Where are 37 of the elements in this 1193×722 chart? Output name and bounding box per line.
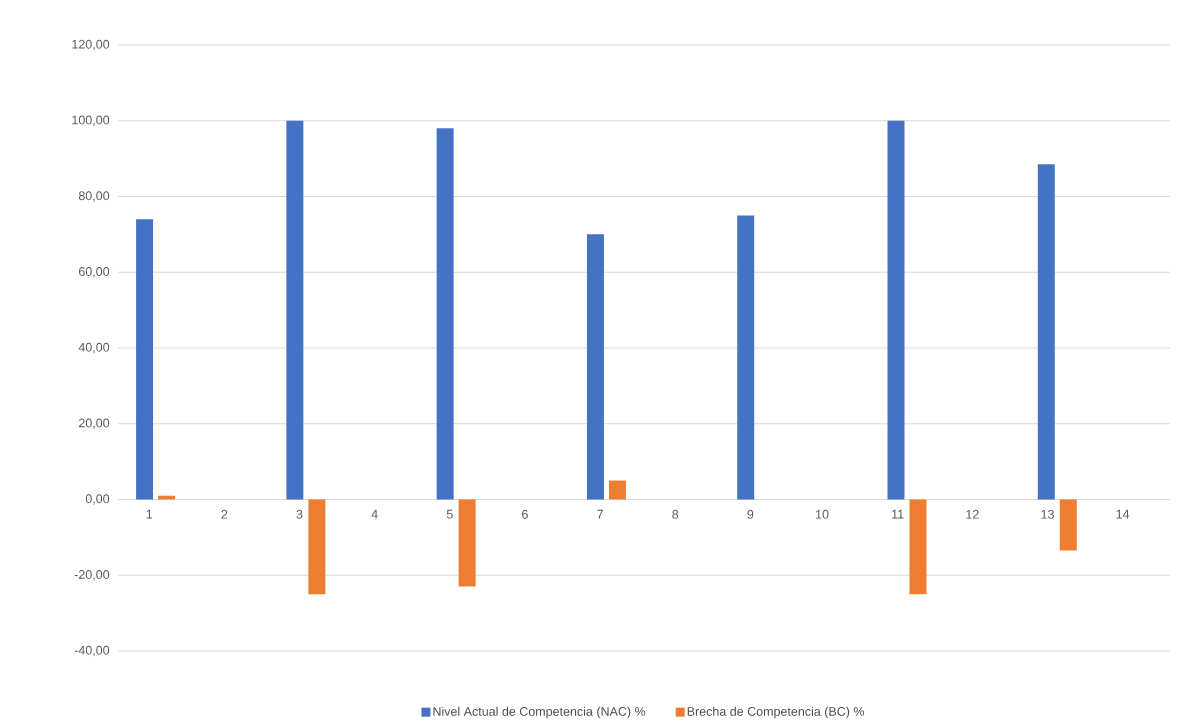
y-tick-label: 0,00 [85,494,110,505]
bar [286,120,304,500]
x-tick-label: 11 [892,510,904,519]
x-tick-label: 2 [221,510,228,519]
bar [909,499,927,595]
x-tick-label: 3 [296,510,303,519]
bar [436,128,454,500]
y-tick-label: 40,00 [78,343,110,354]
y-tick-label: -20,00 [74,570,110,581]
y-tick-label: 60,00 [79,267,110,278]
y-tick-label: 80,00 [78,191,110,202]
bar [1059,499,1077,551]
bar [586,234,604,500]
y-tick-label: 100,00 [72,115,110,127]
legend-label: Brecha de Competencia (BC) % [687,706,865,719]
y-tick-label: 120,00 [72,40,110,51]
bar [887,120,905,500]
x-tick-label: 6 [522,510,528,519]
x-tick-label: 14 [1116,510,1130,519]
bar [737,215,755,500]
bar [136,219,154,500]
bar [308,499,326,595]
x-tick-label: 12 [966,510,979,519]
y-tick-label: -40,00 [74,646,110,657]
x-tick-label: 9 [747,510,754,519]
y-tick-label: 20,00 [78,418,110,430]
x-tick-label: 10 [816,510,829,519]
bar [1037,164,1055,500]
x-tick-label: 1 [146,510,153,519]
x-tick-label: 8 [672,510,679,519]
x-tick-label: 5 [446,510,453,519]
x-tick-label: 7 [597,510,603,519]
bar [608,480,626,500]
x-tick-label: 13 [1041,510,1054,519]
bar [458,499,476,587]
legend-label: Nivel Actual de Competencia (NAC) % [433,706,646,719]
x-tick-label: 4 [371,510,378,519]
